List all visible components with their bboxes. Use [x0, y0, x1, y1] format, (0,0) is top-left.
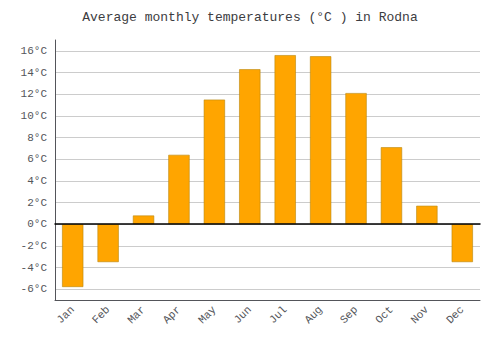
svg-text:Average monthly temperatures (: Average monthly temperatures (°C ) in Ro…: [82, 10, 418, 25]
svg-text:6°C: 6°C: [27, 153, 47, 165]
svg-text:Feb: Feb: [90, 304, 112, 326]
svg-text:4°C: 4°C: [27, 175, 47, 187]
svg-text:8°C: 8°C: [27, 132, 47, 144]
svg-text:10°C: 10°C: [21, 110, 48, 122]
svg-text:Dec: Dec: [444, 304, 466, 326]
svg-text:Nov: Nov: [409, 303, 432, 326]
svg-text:Jan: Jan: [54, 304, 76, 326]
svg-text:Sep: Sep: [338, 304, 360, 326]
svg-text:-4°C: -4°C: [21, 262, 48, 274]
svg-text:Jul: Jul: [267, 304, 289, 326]
svg-text:14°C: 14°C: [21, 67, 48, 79]
svg-text:Aug: Aug: [302, 304, 324, 326]
svg-text:Apr: Apr: [161, 304, 183, 326]
svg-text:12°C: 12°C: [21, 88, 48, 100]
svg-text:Jun: Jun: [232, 304, 254, 326]
svg-text:-2°C: -2°C: [21, 240, 48, 252]
svg-text:Oct: Oct: [373, 304, 395, 326]
svg-text:0°C: 0°C: [27, 218, 47, 230]
svg-text:Mar: Mar: [125, 304, 147, 326]
svg-text:-6°C: -6°C: [21, 283, 48, 295]
svg-text:May: May: [196, 303, 219, 326]
svg-text:16°C: 16°C: [21, 45, 48, 57]
svg-text:2°C: 2°C: [27, 197, 47, 209]
